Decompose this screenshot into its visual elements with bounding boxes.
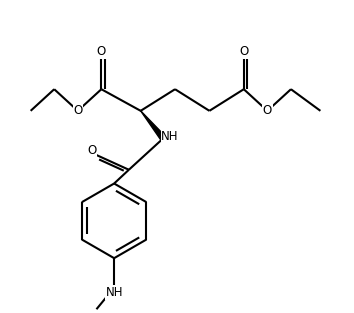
- Polygon shape: [141, 111, 166, 140]
- Text: O: O: [97, 45, 106, 59]
- Text: O: O: [239, 45, 249, 59]
- Text: O: O: [73, 104, 82, 117]
- Text: O: O: [87, 144, 96, 156]
- Text: O: O: [263, 104, 272, 117]
- Text: NH: NH: [161, 130, 179, 143]
- Text: NH: NH: [105, 286, 123, 299]
